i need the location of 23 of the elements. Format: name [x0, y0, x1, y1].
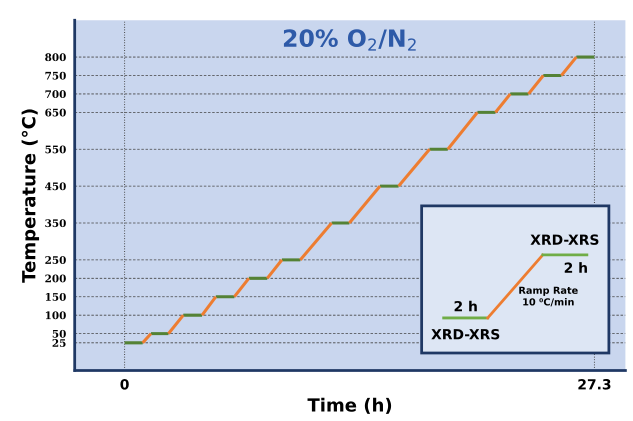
annotation: 2 h — [564, 262, 587, 273]
y-tick-label: 450 — [45, 182, 66, 190]
y-tick-label: 650 — [45, 108, 66, 116]
x-tick-label: 27.3 — [578, 379, 610, 390]
y-axis-title: Temperature (°C) — [22, 109, 40, 283]
y-tick-label: 800 — [45, 53, 66, 62]
y-tick-label: 350 — [45, 219, 66, 228]
y-tick-label: 25 — [52, 339, 66, 347]
x-axis-title: Time (h) — [308, 398, 392, 414]
y-tick-label: 700 — [45, 90, 66, 98]
chart-title: 20% O$_{2}$/N$_{2}$ — [284, 29, 416, 51]
y-tick-label: 550 — [45, 145, 66, 154]
annotation: XRD-XRS — [431, 328, 500, 340]
y-tick-label: 100 — [46, 311, 66, 320]
annotation: 2 h — [454, 300, 477, 312]
annotation: XRD-XRS — [530, 234, 598, 245]
x-tick-label: 0 — [120, 379, 129, 390]
y-tick-label: 150 — [46, 292, 66, 301]
annotation: Ramp Rate 10 ⁰C/min — [519, 286, 578, 306]
y-tick-label: 250 — [45, 256, 66, 264]
y-tick-label: 750 — [45, 72, 66, 80]
y-tick-label: 50 — [52, 330, 66, 338]
y-tick-label: 200 — [45, 274, 66, 282]
